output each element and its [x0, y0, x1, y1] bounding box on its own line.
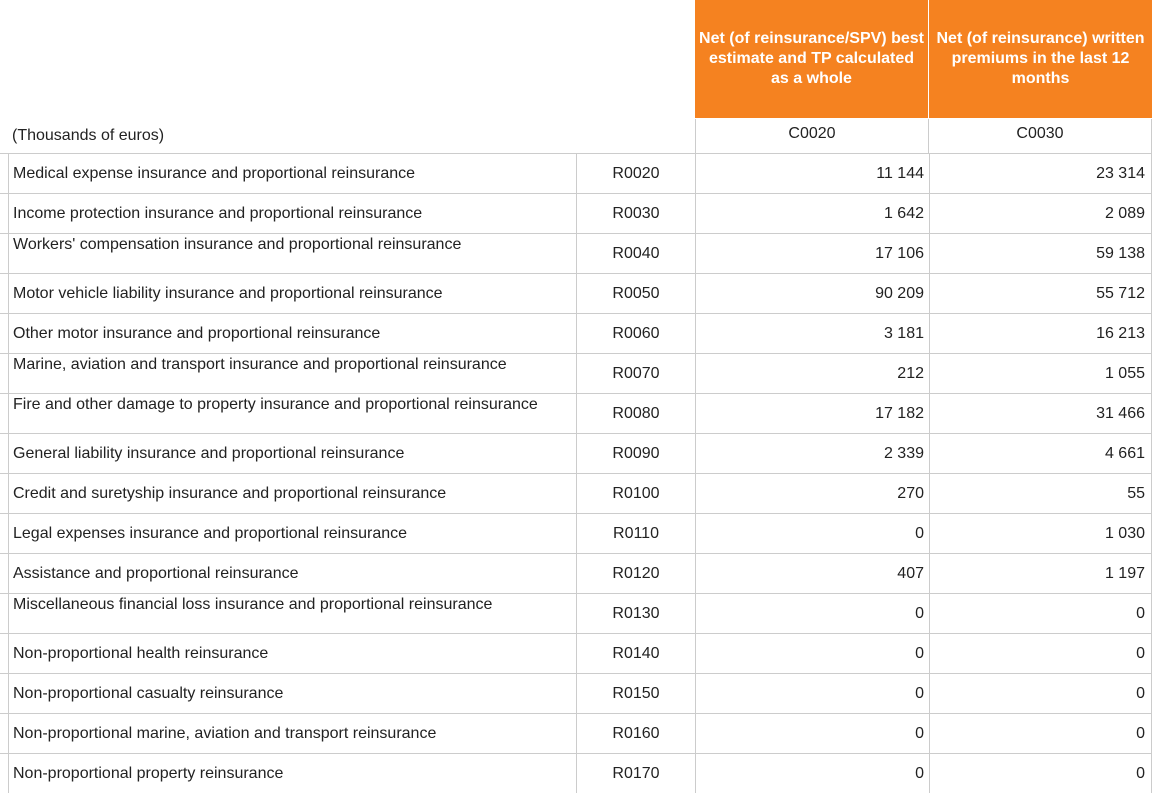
- table-row: Medical expense insurance and proportion…: [0, 153, 1152, 193]
- value-c0030: 55 712: [929, 274, 1152, 313]
- value-c0020: 0: [695, 754, 929, 793]
- value-c0030: 1 055: [929, 354, 1152, 393]
- table-row: Motor vehicle liability insurance and pr…: [0, 273, 1152, 313]
- value-c0030: 1 197: [929, 554, 1152, 593]
- value-c0020: 0: [695, 634, 929, 673]
- value-c0030: 0: [929, 754, 1152, 793]
- row-code: R0130: [576, 594, 695, 633]
- table-row: Non-proportional health reinsurance R014…: [0, 633, 1152, 673]
- value-c0020: 0: [695, 514, 929, 553]
- value-c0030: 2 089: [929, 194, 1152, 233]
- value-c0020: 407: [695, 554, 929, 593]
- value-c0020: 0: [695, 674, 929, 713]
- table-row: Fire and other damage to property insura…: [0, 393, 1152, 433]
- row-label: Non-proportional casualty reinsurance: [8, 674, 576, 713]
- column-code-c0020: C0020: [695, 119, 929, 153]
- row-label: Fire and other damage to property insura…: [8, 394, 576, 433]
- value-c0020: 11 144: [695, 154, 929, 193]
- column-header-c0020: Net (of reinsurance/SPV) best estimate a…: [695, 0, 928, 118]
- value-c0030: 0: [929, 714, 1152, 753]
- column-header-c0030: Net (of reinsurance) written premiums in…: [929, 0, 1152, 118]
- value-c0030: 31 466: [929, 394, 1152, 433]
- value-c0030: 55: [929, 474, 1152, 513]
- row-label: Income protection insurance and proporti…: [8, 194, 576, 233]
- table-row: Credit and suretyship insurance and prop…: [0, 473, 1152, 513]
- value-c0020: 0: [695, 714, 929, 753]
- row-label: Non-proportional property reinsurance: [8, 754, 576, 793]
- value-c0030: 0: [929, 674, 1152, 713]
- row-code: R0150: [576, 674, 695, 713]
- row-label: General liability insurance and proporti…: [8, 434, 576, 473]
- value-c0030: 0: [929, 634, 1152, 673]
- table-body: Medical expense insurance and proportion…: [0, 153, 1152, 793]
- table-row: Miscellaneous financial loss insurance a…: [0, 593, 1152, 633]
- value-c0020: 17 106: [695, 234, 929, 273]
- value-c0030: 16 213: [929, 314, 1152, 353]
- table-row: General liability insurance and proporti…: [0, 433, 1152, 473]
- value-c0020: 90 209: [695, 274, 929, 313]
- value-c0020: 1 642: [695, 194, 929, 233]
- row-label: Non-proportional health reinsurance: [8, 634, 576, 673]
- column-code-c0030: C0030: [929, 119, 1152, 153]
- row-label: Workers' compensation insurance and prop…: [8, 234, 576, 273]
- value-c0030: 59 138: [929, 234, 1152, 273]
- row-code: R0070: [576, 354, 695, 393]
- row-label: Credit and suretyship insurance and prop…: [8, 474, 576, 513]
- value-c0020: 0: [695, 594, 929, 633]
- row-code: R0120: [576, 554, 695, 593]
- row-code: R0160: [576, 714, 695, 753]
- column-header-c0030-text: Net (of reinsurance) written premiums in…: [936, 30, 1145, 87]
- value-c0020: 270: [695, 474, 929, 513]
- row-label: Motor vehicle liability insurance and pr…: [8, 274, 576, 313]
- table-row: Legal expenses insurance and proportiona…: [0, 513, 1152, 553]
- row-code: R0060: [576, 314, 695, 353]
- row-code: R0140: [576, 634, 695, 673]
- value-c0030: 4 661: [929, 434, 1152, 473]
- row-code: R0040: [576, 234, 695, 273]
- row-label: Legal expenses insurance and proportiona…: [8, 514, 576, 553]
- table-row: Non-proportional property reinsurance R0…: [0, 753, 1152, 793]
- table-row: Income protection insurance and proporti…: [0, 193, 1152, 233]
- table-row: Assistance and proportional reinsurance …: [0, 553, 1152, 593]
- row-code: R0170: [576, 754, 695, 793]
- row-code: R0050: [576, 274, 695, 313]
- row-code: R0020: [576, 154, 695, 193]
- row-label: Miscellaneous financial loss insurance a…: [8, 594, 576, 633]
- value-c0030: 23 314: [929, 154, 1152, 193]
- row-label: Medical expense insurance and proportion…: [8, 154, 576, 193]
- row-code: R0110: [576, 514, 695, 553]
- row-code: R0080: [576, 394, 695, 433]
- row-label: Non-proportional marine, aviation and tr…: [8, 714, 576, 753]
- row-code: R0090: [576, 434, 695, 473]
- value-c0020: 2 339: [695, 434, 929, 473]
- table-row: Other motor insurance and proportional r…: [0, 313, 1152, 353]
- row-code: R0030: [576, 194, 695, 233]
- column-header-c0020-text: Net (of reinsurance/SPV) best estimate a…: [699, 30, 924, 87]
- row-label: Other motor insurance and proportional r…: [8, 314, 576, 353]
- row-label: Marine, aviation and transport insurance…: [8, 354, 576, 393]
- row-code: R0100: [576, 474, 695, 513]
- table-row: Non-proportional casualty reinsurance R0…: [0, 673, 1152, 713]
- value-c0020: 3 181: [695, 314, 929, 353]
- row-label: Assistance and proportional reinsurance: [8, 554, 576, 593]
- units-label: (Thousands of euros): [12, 127, 165, 144]
- value-c0020: 17 182: [695, 394, 929, 433]
- table-row: Non-proportional marine, aviation and tr…: [0, 713, 1152, 753]
- value-c0030: 0: [929, 594, 1152, 633]
- table-row: Marine, aviation and transport insurance…: [0, 353, 1152, 393]
- table-row: Workers' compensation insurance and prop…: [0, 233, 1152, 273]
- value-c0020: 212: [695, 354, 929, 393]
- value-c0030: 1 030: [929, 514, 1152, 553]
